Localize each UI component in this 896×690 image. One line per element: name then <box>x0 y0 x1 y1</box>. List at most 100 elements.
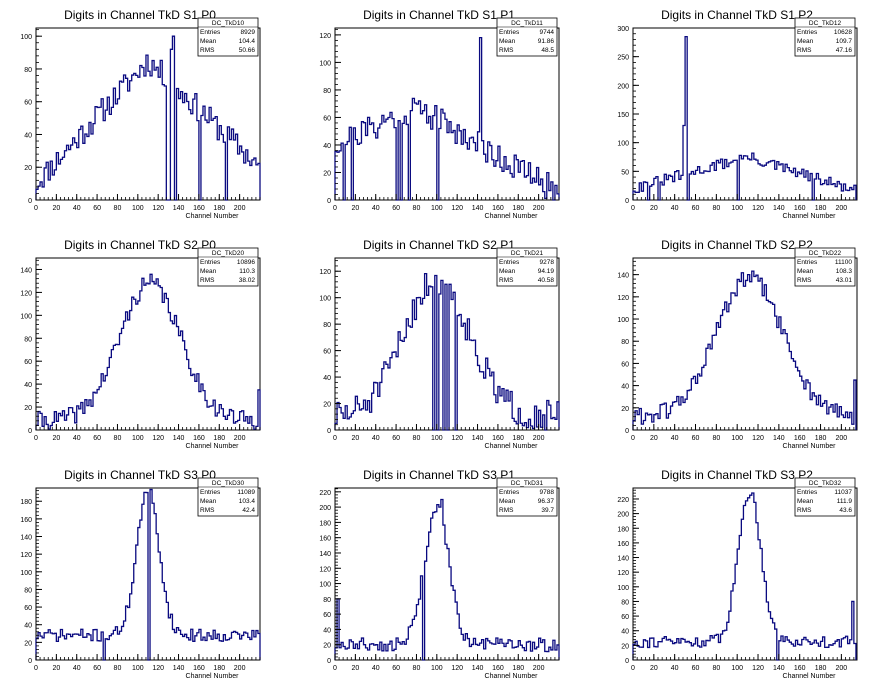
x-tick-label: 40 <box>73 665 81 672</box>
y-tick-label: 120 <box>20 290 32 297</box>
stats-name: DC_TkD21 <box>511 250 544 257</box>
histogram-series <box>632 492 857 661</box>
stats-label-mean: Mean <box>200 268 217 275</box>
chart-title: Digits in Channel TkD S1 P2 <box>661 8 813 22</box>
x-tick-label: 100 <box>431 665 443 672</box>
stats-label-mean: Mean <box>797 38 814 45</box>
x-tick-label: 160 <box>492 665 504 672</box>
y-tick-label: 80 <box>323 322 331 329</box>
stats-value-entries: 11089 <box>237 489 255 496</box>
x-axis-label: Channel Number <box>485 213 539 220</box>
histogram-panel: Digits in Channel TkD S3 P0 0 20 40 60 80 100 1… <box>20 468 261 680</box>
x-tick-label: 100 <box>731 665 743 672</box>
stats-label-rms: RMS <box>499 47 514 54</box>
x-tick-label: 40 <box>372 665 380 672</box>
histogram-series <box>35 35 261 201</box>
y-tick-label: 60 <box>621 614 629 621</box>
y-tick-label: 100 <box>617 317 629 324</box>
chart-title: Digits in Channel TkD S1 P0 <box>64 8 216 22</box>
x-tick-label: 140 <box>173 435 185 442</box>
y-tick-label: 60 <box>323 115 331 122</box>
stats-label-mean: Mean <box>797 498 814 505</box>
y-tick-label: 0 <box>28 198 32 205</box>
chart-title: Digits in Channel TkD S3 P1 <box>363 468 515 482</box>
y-tick-label: 80 <box>323 597 331 604</box>
x-tick-label: 120 <box>451 665 463 672</box>
stats-box <box>197 17 259 57</box>
y-tick-label: 0 <box>625 198 629 205</box>
x-tick-label: 140 <box>173 205 185 212</box>
stats-value-rms: 42.4 <box>242 507 255 514</box>
chart-title: Digits in Channel TkD S1 P1 <box>363 8 515 22</box>
x-tick-label: 200 <box>836 205 848 212</box>
stats-label-rms: RMS <box>200 277 215 284</box>
y-tick-label: 20 <box>24 165 32 172</box>
x-axis-label: Channel Number <box>186 673 240 680</box>
y-tick-label: 100 <box>20 34 32 41</box>
y-tick-label: 60 <box>24 100 32 107</box>
histogram-series <box>632 270 857 430</box>
y-tick-label: 20 <box>323 643 331 650</box>
histogram-panel: Digits in Channel TkD S2 P1 0 20 40 60 80 100 1… <box>319 238 560 450</box>
y-tick-label: 50 <box>621 169 629 176</box>
stats-value-entries: 10896 <box>237 259 255 266</box>
x-axis-label: Channel Number <box>186 213 240 220</box>
x-tick-label: 160 <box>492 205 504 212</box>
x-tick-label: 20 <box>650 665 658 672</box>
y-tick-label: 60 <box>24 359 32 366</box>
y-tick-label: 160 <box>617 541 629 548</box>
stats-value-rms: 39.7 <box>541 507 554 514</box>
stats-value-entries: 9788 <box>540 489 555 496</box>
x-tick-label: 140 <box>773 435 785 442</box>
x-tick-label: 100 <box>132 665 144 672</box>
x-tick-label: 40 <box>73 205 81 212</box>
y-tick-label: 20 <box>621 643 629 650</box>
x-tick-label: 120 <box>752 435 764 442</box>
stats-name: DC_TkD31 <box>511 480 544 487</box>
x-tick-label: 120 <box>152 205 164 212</box>
x-tick-label: 200 <box>533 665 545 672</box>
histogram-series <box>334 498 560 661</box>
x-tick-label: 120 <box>451 205 463 212</box>
y-tick-label: 120 <box>20 552 32 559</box>
x-tick-label: 0 <box>631 665 635 672</box>
x-tick-label: 140 <box>173 665 185 672</box>
x-axis-label: Channel Number <box>783 213 837 220</box>
plot-frame <box>35 27 261 201</box>
stats-label-mean: Mean <box>797 268 814 275</box>
stats-label-rms: RMS <box>200 507 215 514</box>
y-tick-label: 40 <box>621 384 629 391</box>
y-tick-label: 80 <box>621 339 629 346</box>
stats-name: DC_TkD11 <box>511 20 543 27</box>
histogram-series <box>632 35 857 201</box>
stats-value-rms: 38.02 <box>239 277 256 284</box>
stats-value-entries: 8929 <box>241 29 256 36</box>
x-tick-label: 0 <box>34 435 38 442</box>
stats-value-entries: 9744 <box>540 29 555 36</box>
y-tick-label: 60 <box>323 349 331 356</box>
stats-label-rms: RMS <box>797 507 812 514</box>
x-tick-label: 20 <box>351 435 359 442</box>
x-axis-label: Channel Number <box>485 443 539 450</box>
stats-value-entries: 10628 <box>834 29 852 36</box>
y-tick-label: 100 <box>319 296 331 303</box>
x-tick-label: 0 <box>333 665 337 672</box>
plot-frame <box>632 487 858 661</box>
stats-box <box>496 17 558 57</box>
chart-title: Digits in Channel TkD S3 P0 <box>64 468 216 482</box>
stats-label-entries: Entries <box>797 29 818 36</box>
x-tick-label: 120 <box>451 435 463 442</box>
x-tick-label: 0 <box>631 435 635 442</box>
y-tick-label: 120 <box>617 570 629 577</box>
x-tick-label: 80 <box>413 665 421 672</box>
y-tick-label: 180 <box>617 526 629 533</box>
y-tick-label: 40 <box>323 375 331 382</box>
stats-label-entries: Entries <box>499 259 520 266</box>
y-tick-label: 140 <box>20 535 32 542</box>
y-tick-label: 120 <box>319 566 331 573</box>
y-tick-label: 140 <box>617 273 629 280</box>
x-tick-label: 160 <box>193 665 205 672</box>
x-tick-label: 200 <box>533 205 545 212</box>
y-tick-label: 160 <box>20 517 32 524</box>
